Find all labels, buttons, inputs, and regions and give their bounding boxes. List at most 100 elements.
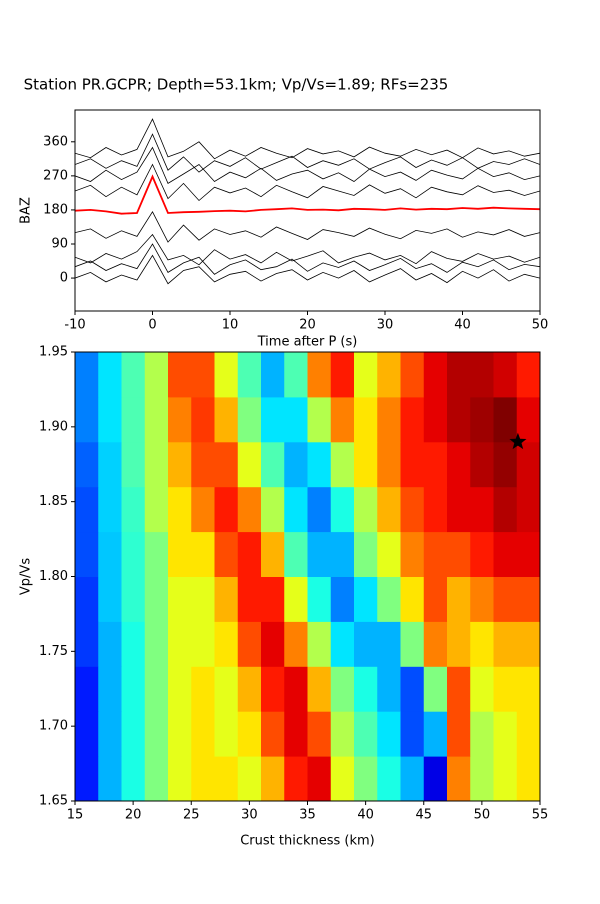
heatmap-cell [493, 666, 518, 712]
heatmap-cell [330, 666, 355, 712]
heatmap-cell [191, 352, 215, 398]
heatmap-cell [354, 396, 378, 443]
heatmap-cell [98, 396, 122, 443]
heatmap-cell [307, 396, 332, 443]
heatmap-cell [400, 352, 425, 398]
heatmap-cell [493, 711, 518, 757]
heatmap-cell [330, 396, 355, 443]
heatmap-cell [98, 666, 122, 712]
heatmap-cell [470, 352, 494, 398]
heatmap-cell [307, 621, 332, 667]
heatmap-cell [261, 756, 285, 802]
heatmap-cell [121, 756, 146, 802]
x-tick-label: 10 [222, 318, 239, 333]
heatmap-cell [447, 352, 471, 398]
heatmap-cell [191, 711, 215, 757]
heatmap-cell [447, 486, 471, 533]
heatmap-cell [261, 711, 285, 757]
heatmap-cell [470, 396, 494, 443]
heatmap-cell [168, 531, 192, 577]
heatmap-cell [307, 531, 332, 577]
heatmap-cell [214, 352, 239, 398]
trace [75, 163, 540, 202]
heatmap-cell [75, 756, 99, 802]
heatmap-cell [470, 711, 494, 757]
x-tick-label: -10 [64, 318, 85, 333]
heatmap-cell [400, 486, 425, 533]
heatmap-cell [75, 666, 99, 712]
heatmap-cell [400, 666, 425, 712]
heatmap-cell [377, 441, 401, 488]
heatmap-cell [98, 531, 122, 577]
heatmap-cell [307, 666, 332, 712]
heatmap-cell [144, 396, 169, 443]
heatmap-cell [237, 576, 262, 622]
heatmap-cell [330, 486, 355, 533]
heatmap-cell [307, 441, 332, 488]
heatmap-cell [75, 396, 99, 443]
heatmap-cell [493, 576, 518, 622]
heatmap-cell [261, 441, 285, 488]
heatmap-cell [261, 576, 285, 622]
y-tick-label: 1.90 [39, 419, 68, 434]
heatmap-cell [75, 621, 99, 667]
heatmap-cell [354, 621, 378, 667]
heatmap-cell [284, 621, 308, 667]
heatmap-cell [516, 756, 541, 802]
trace [75, 243, 540, 275]
heatmap-cell [493, 756, 518, 802]
trace [75, 146, 540, 184]
heatmap-cell [400, 576, 425, 622]
heatmap-cell [121, 531, 146, 577]
x-tick-label: 30 [241, 808, 258, 823]
heatmap-cell [191, 666, 215, 712]
heatmap-cell [237, 711, 262, 757]
heatmap-cell [377, 621, 401, 667]
x-tick-label: 20 [125, 808, 142, 823]
heatmap-cell [354, 711, 378, 757]
heatmap-cell [191, 756, 215, 802]
heatmap-cell [261, 621, 285, 667]
heatmap-cell [470, 666, 494, 712]
heatmap-cell [168, 486, 192, 533]
heatmap-cell [447, 396, 471, 443]
heatmap-cell [354, 486, 378, 533]
heatmap-cell [237, 621, 262, 667]
heatmap-cell [237, 666, 262, 712]
heatmap-cell [144, 666, 169, 712]
heatmap-cell [75, 441, 99, 488]
heatmap-cell [191, 531, 215, 577]
heatmap-cell [121, 621, 146, 667]
heatmap-cell [98, 352, 122, 398]
heatmap-cell [261, 531, 285, 577]
heatmap-cell [284, 711, 308, 757]
heatmap-cell [98, 576, 122, 622]
heatmap-cell [354, 352, 378, 398]
traces [75, 118, 540, 285]
heatmap-cell [400, 396, 425, 443]
heatmap-cell [284, 531, 308, 577]
heatmap-cell [214, 531, 239, 577]
heatmap-cell [354, 756, 378, 802]
x-tick-label: 40 [454, 318, 471, 333]
y-tick-label: 270 [43, 168, 68, 183]
chart-title: Station PR.GCPR; Depth=53.1km; Vp/Vs=1.8… [24, 76, 449, 94]
heatmap-cell [377, 576, 401, 622]
heatmap-cell [470, 441, 494, 488]
heatmap-cell [284, 396, 308, 443]
heatmap-cell [237, 531, 262, 577]
heatmap-cell [447, 666, 471, 712]
heatmap-cell [214, 486, 239, 533]
heatmap-cell [214, 576, 239, 622]
heatmap-cell [377, 756, 401, 802]
heatmap-cell [516, 711, 541, 757]
heatmap-cell [98, 756, 122, 802]
y-tick-label: 90 [51, 237, 68, 252]
heatmap-cell [330, 576, 355, 622]
heatmap-cell [168, 576, 192, 622]
y-tick-label: 1.95 [39, 345, 68, 360]
heatmap-cell [214, 711, 239, 757]
heatmap-cell [493, 441, 518, 488]
y-tick-label: 360 [43, 134, 68, 149]
